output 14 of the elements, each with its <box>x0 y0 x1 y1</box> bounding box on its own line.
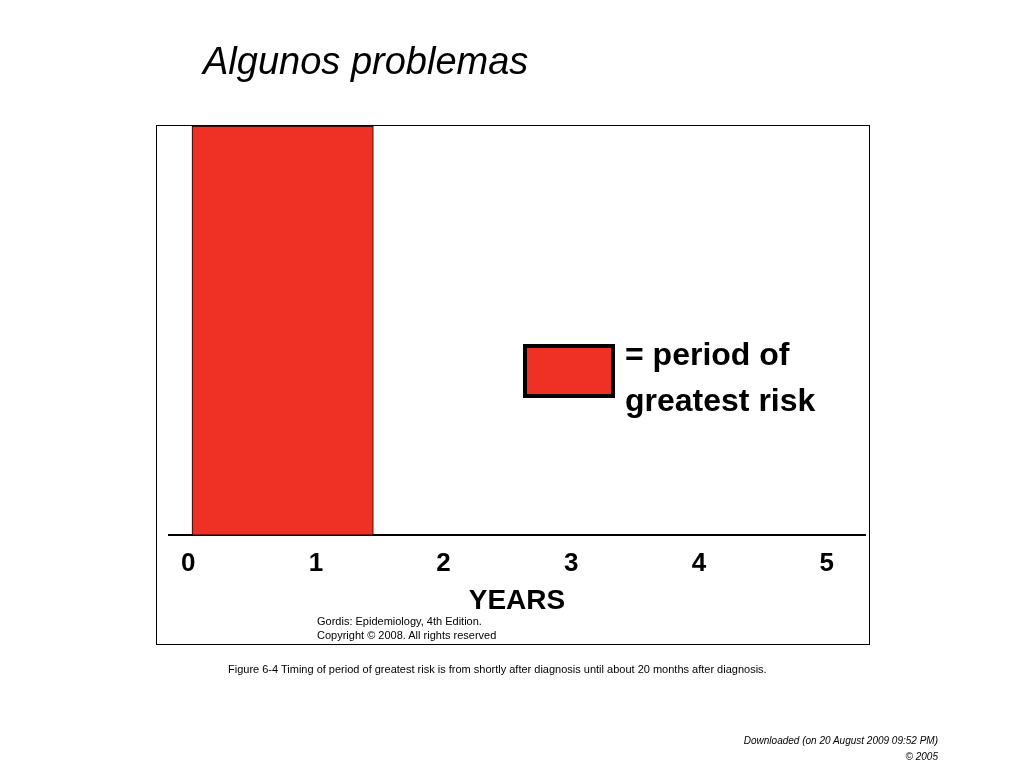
chart-title: Algunos problemas <box>203 40 529 83</box>
legend-label: = period of greatest risk <box>625 335 816 418</box>
x-axis-title: YEARS <box>468 583 566 615</box>
text: Downloaded (on 20 August 2009 09:52 PM) <box>743 735 938 746</box>
x-tick-label: 4 <box>691 546 707 577</box>
x-tick-label: 2 <box>436 546 451 577</box>
x-tick-label: 5 <box>819 546 834 577</box>
text: Gordis: Epidemiology, 4th Edition. <box>317 615 482 627</box>
x-tick-label: 0 <box>180 546 196 577</box>
x-tick-label: 1 <box>308 546 324 577</box>
x-tick-label: 3 <box>564 546 579 577</box>
text: © 2005 <box>905 751 938 762</box>
text: Copyright © 2008. All rights reserved <box>317 629 497 641</box>
caption: Figure 6-4 Timing of period of greatest risk is from shortly after diagnosis until about 20 months after diagnosis. <box>228 663 767 675</box>
